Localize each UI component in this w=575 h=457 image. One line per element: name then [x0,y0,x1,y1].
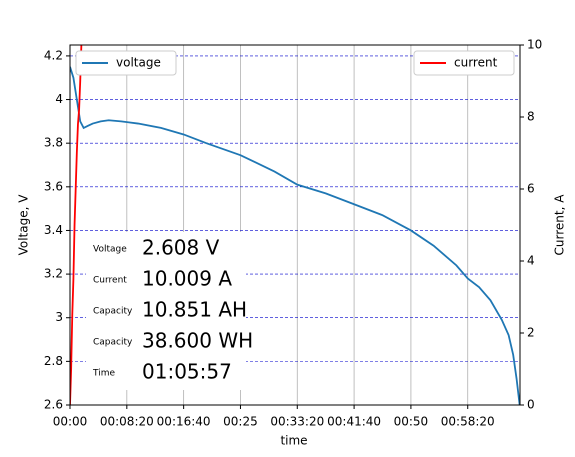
x-tick-label: 00:08:20 [100,415,154,429]
y2-axis-label: Current, A [553,194,567,256]
x-tick-label: 00:58:20 [441,415,495,429]
legend-box [413,50,515,76]
readout-box [86,232,246,390]
x-tick-label: 00:16:40 [157,415,211,429]
readout-value: 2.608 V [142,236,220,260]
y2-tick-label: 0 [527,398,535,412]
readout-label: Capacity [93,307,133,317]
series-line [70,66,520,405]
readout-label: Time [92,369,115,379]
y2-tick-label: 10 [527,38,542,52]
y-tick-label: 4 [55,92,63,106]
readout-value: 01:05:57 [142,360,232,384]
y-tick-label: 3.8 [44,136,63,150]
series-line [70,45,83,405]
y-tick-label: 2.8 [44,354,63,368]
legend-label: voltage [116,56,161,70]
y2-tick-label: 2 [527,326,535,340]
y-tick-label: 4.2 [44,48,63,62]
legend-label: current [454,56,498,70]
x-tick-label: 00:50 [394,415,429,429]
x-axis-label: time [280,434,307,448]
x-tick-label: 00:41:40 [327,415,381,429]
y2-tick-label: 4 [527,254,535,268]
plot-frame [69,44,521,406]
x-tick-label: 00:25 [223,415,258,429]
y-tick-label: 3.4 [44,223,63,237]
readout-label: Voltage [93,245,127,255]
readout-value: 38.600 WH [142,329,253,353]
y-tick-label: 2.6 [44,398,63,412]
y2-tick-label: 6 [527,182,535,196]
x-tick-label: 00:00 [53,415,88,429]
legend-box [75,50,177,76]
y-tick-label: 3.6 [44,179,63,193]
readout-label: Current [93,276,127,286]
y-tick-label: 3.2 [44,267,63,281]
y2-tick-label: 8 [527,110,535,124]
x-tick-label: 00:33:20 [270,415,324,429]
readout-label: Capacity [93,338,133,348]
readout-value: 10.009 A [142,267,232,291]
readout-value: 10.851 AH [142,298,247,322]
y-tick-label: 3 [55,310,63,324]
y-axis-label: Voltage, V [17,194,31,256]
